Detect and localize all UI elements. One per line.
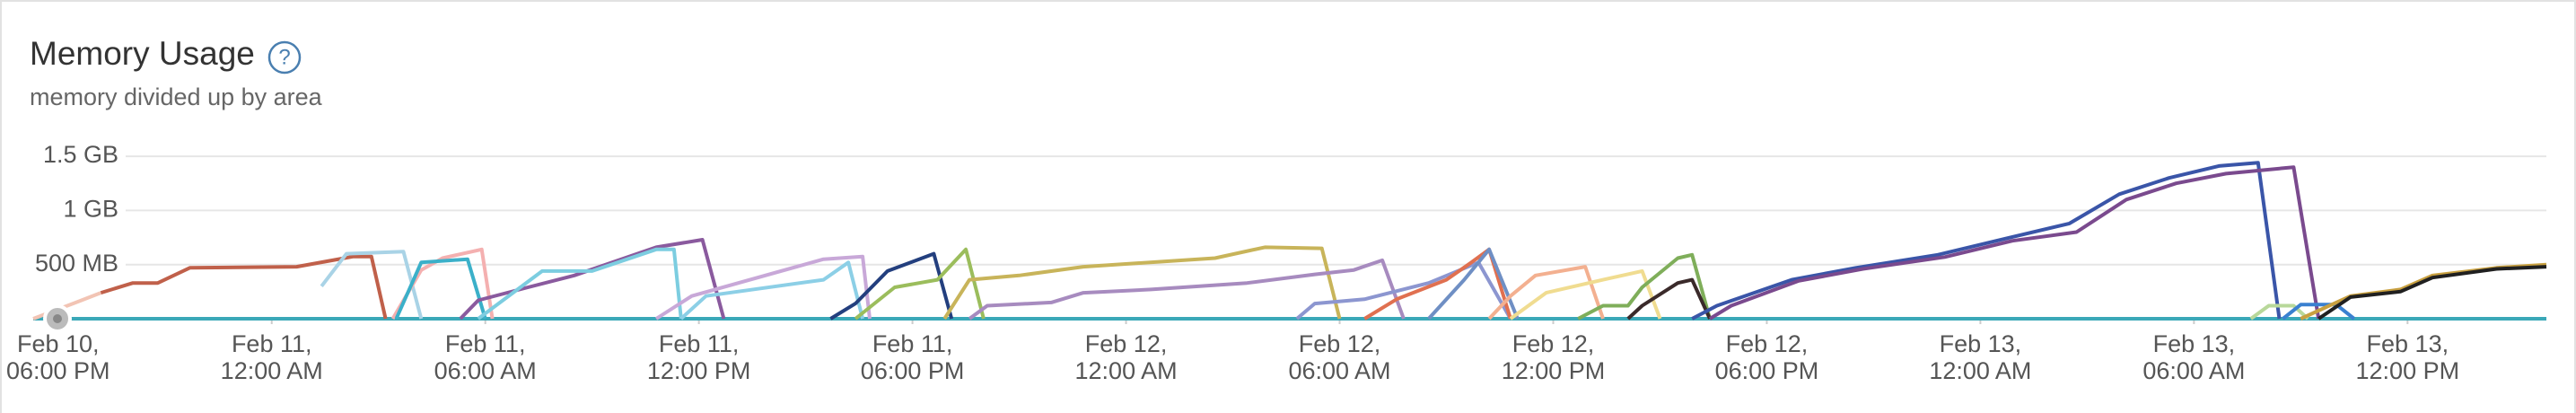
help-icon[interactable] xyxy=(267,40,302,75)
series-line xyxy=(394,257,487,320)
series-line xyxy=(1509,268,1662,321)
range-handle-dot[interactable] xyxy=(53,314,62,323)
series-line xyxy=(2300,262,2547,321)
lines xyxy=(32,161,2547,321)
chart-subtitle: memory divided up by area xyxy=(30,83,323,110)
series-line xyxy=(1626,277,1712,321)
series-line xyxy=(1295,260,1512,321)
y-tick-label: 500 MB xyxy=(35,250,118,277)
y-tick-label: 1 GB xyxy=(63,196,118,223)
x-tick-label: Feb 11, 12:00 PM xyxy=(646,330,751,384)
y-tick-label: 1.5 GB xyxy=(43,141,118,168)
x-tick-label: Feb 12, 06:00 AM xyxy=(1288,330,1391,384)
series-line xyxy=(2282,303,2356,321)
x-tick-label: Feb 12, 12:00 PM xyxy=(1501,330,1606,384)
series-line xyxy=(679,260,865,321)
series-line xyxy=(655,254,872,321)
chart-title: Memory Usage xyxy=(30,35,255,72)
series-line xyxy=(459,238,726,321)
series-line xyxy=(1427,247,1520,321)
x-tick-label: Feb 10, 06:00 PM xyxy=(5,330,110,384)
series-line xyxy=(1708,165,2321,321)
series-line xyxy=(477,247,683,321)
x-tick-label: Feb 12, 12:00 AM xyxy=(1074,330,1178,384)
x-tick-label: Feb 13, 06:00 AM xyxy=(2142,330,2246,384)
series-line xyxy=(968,258,1406,321)
x-tick-label: Feb 11, 12:00 AM xyxy=(220,330,323,384)
x-tick-label: Feb 11, 06:00 AM xyxy=(434,330,537,384)
series-line xyxy=(1577,252,1712,321)
x-tick-label: Feb 13, 12:00 PM xyxy=(2355,330,2460,384)
series-line xyxy=(854,247,986,321)
help-icon-text[interactable]: ? xyxy=(278,45,290,69)
grid: 500 MB 1 GB 1.5 GB xyxy=(35,141,2546,324)
x-tick-label: Feb 12, 06:00 PM xyxy=(1714,330,1819,384)
series-line xyxy=(942,245,1342,321)
series-line xyxy=(100,254,388,320)
series-line xyxy=(1691,161,2282,321)
x-tick-label: Feb 13, 12:00 AM xyxy=(1929,330,2032,384)
series-line xyxy=(2249,303,2309,321)
series-line xyxy=(2318,265,2547,321)
x-tick-label: Feb 11, 06:00 PM xyxy=(860,330,965,384)
